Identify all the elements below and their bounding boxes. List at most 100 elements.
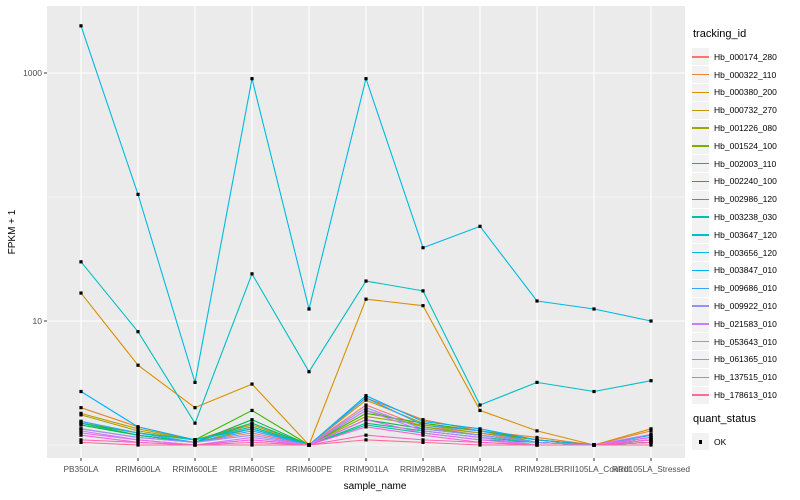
point-marker bbox=[478, 431, 482, 435]
point-marker bbox=[193, 406, 197, 410]
point-marker bbox=[79, 423, 83, 427]
point-marker bbox=[307, 307, 311, 311]
point-marker bbox=[193, 440, 197, 444]
point-marker bbox=[592, 307, 596, 311]
point-marker bbox=[478, 403, 482, 407]
point-marker bbox=[193, 421, 197, 425]
point-marker bbox=[421, 421, 425, 425]
line-swatch-icon bbox=[692, 358, 709, 361]
line-swatch-icon bbox=[692, 162, 709, 165]
point-marker bbox=[421, 423, 425, 427]
legend-key-swatch bbox=[692, 48, 709, 66]
point-marker bbox=[136, 429, 140, 433]
point-marker bbox=[421, 419, 425, 423]
x-tick-label: RRIM928LA bbox=[457, 464, 503, 474]
point-marker bbox=[79, 389, 83, 394]
point-marker bbox=[364, 414, 368, 419]
legend-key-swatch bbox=[692, 119, 709, 137]
legend-item-label: Hb_021583_010 bbox=[714, 318, 777, 329]
point-marker bbox=[535, 438, 539, 442]
legend-key-swatch bbox=[692, 155, 709, 173]
point-marker bbox=[649, 379, 653, 383]
point-marker bbox=[136, 425, 140, 429]
point-marker bbox=[535, 380, 539, 384]
point-marker bbox=[421, 425, 425, 429]
point-marker bbox=[364, 297, 368, 301]
quant-ok-key bbox=[692, 433, 709, 451]
point-marker bbox=[592, 389, 596, 394]
point-marker bbox=[421, 304, 425, 308]
legend-key-swatch bbox=[692, 83, 709, 101]
legend-key-swatch bbox=[692, 137, 709, 155]
point-marker bbox=[307, 370, 311, 374]
legend-item-Hb_000380_200: Hb_000380_200 bbox=[692, 83, 798, 102]
point-marker bbox=[649, 435, 653, 440]
x-tick-label: RRIM928LE bbox=[514, 464, 560, 474]
legend-item-Hb_178613_010: Hb_178613_010 bbox=[692, 386, 798, 404]
point-marker bbox=[250, 382, 254, 386]
point-marker bbox=[478, 408, 482, 413]
point-marker bbox=[649, 319, 653, 323]
data-points bbox=[79, 24, 653, 447]
legend-item-label: Hb_002240_100 bbox=[714, 176, 777, 187]
line-swatch-icon bbox=[692, 198, 709, 200]
point-marker bbox=[136, 433, 140, 437]
point-marker bbox=[136, 363, 140, 367]
legend-key-swatch bbox=[692, 297, 709, 315]
legend-key-swatch bbox=[692, 172, 709, 190]
point-marker bbox=[250, 418, 254, 422]
point-marker bbox=[478, 429, 482, 433]
point-marker bbox=[421, 431, 425, 435]
point-marker bbox=[250, 408, 254, 413]
legend-item-Hb_000174_280: Hb_000174_280 bbox=[692, 48, 798, 66]
point-marker bbox=[364, 433, 368, 437]
line-swatch-icon bbox=[692, 73, 709, 76]
legend-item-Hb_003238_030: Hb_003238_030 bbox=[692, 208, 798, 226]
legend-key-swatch bbox=[692, 333, 709, 351]
legend-item-Hb_009686_010: Hb_009686_010 bbox=[692, 279, 798, 297]
point-marker bbox=[136, 431, 140, 435]
point-marker bbox=[364, 406, 368, 410]
point-marker bbox=[250, 443, 254, 447]
series-points-Hb_178613_010 bbox=[79, 438, 653, 447]
point-marker bbox=[79, 440, 83, 444]
point-marker bbox=[364, 425, 368, 429]
point-marker bbox=[79, 438, 83, 442]
point-marker bbox=[649, 429, 653, 433]
point-marker bbox=[250, 425, 254, 429]
series-points-Hb_003647_120 bbox=[79, 260, 653, 425]
point-marker bbox=[250, 435, 254, 440]
line-swatch-icon bbox=[692, 216, 709, 218]
legend-item-label: Hb_000380_200 bbox=[714, 87, 777, 98]
point-marker bbox=[193, 438, 197, 442]
point-marker bbox=[478, 427, 482, 431]
axis-ticks bbox=[44, 72, 652, 461]
legend-key-swatch bbox=[692, 368, 709, 386]
point-marker bbox=[364, 394, 368, 398]
legend-item-label: Hb_002986_120 bbox=[714, 194, 777, 205]
point-marker bbox=[250, 421, 254, 425]
legend-item-Hb_003656_120: Hb_003656_120 bbox=[692, 244, 798, 262]
point-marker bbox=[421, 289, 425, 293]
point-marker bbox=[478, 435, 482, 440]
point-marker bbox=[136, 440, 140, 444]
line-swatch-icon bbox=[692, 109, 709, 111]
point-marker bbox=[136, 435, 140, 440]
point-marker bbox=[79, 413, 83, 417]
legend-item-label: Hb_000322_110 bbox=[714, 69, 777, 80]
point-marker bbox=[649, 432, 653, 436]
point-marker bbox=[364, 77, 368, 81]
point-marker bbox=[250, 431, 254, 435]
legend-item-Hb_009922_010: Hb_009922_010 bbox=[692, 297, 798, 315]
legend-item-label: Hb_009686_010 bbox=[714, 283, 777, 294]
legend-item-label: Hb_003847_010 bbox=[714, 265, 777, 276]
point-marker bbox=[421, 429, 425, 433]
point-marker bbox=[250, 272, 254, 276]
x-tick-label: RRIM600PE bbox=[286, 464, 333, 474]
point-marker bbox=[250, 77, 254, 81]
line-swatch-icon bbox=[692, 127, 709, 129]
point-marker bbox=[79, 419, 83, 423]
legend-item-Hb_001524_100: Hb_001524_100 bbox=[692, 137, 798, 155]
legend-item-label: Hb_003647_120 bbox=[714, 229, 777, 240]
